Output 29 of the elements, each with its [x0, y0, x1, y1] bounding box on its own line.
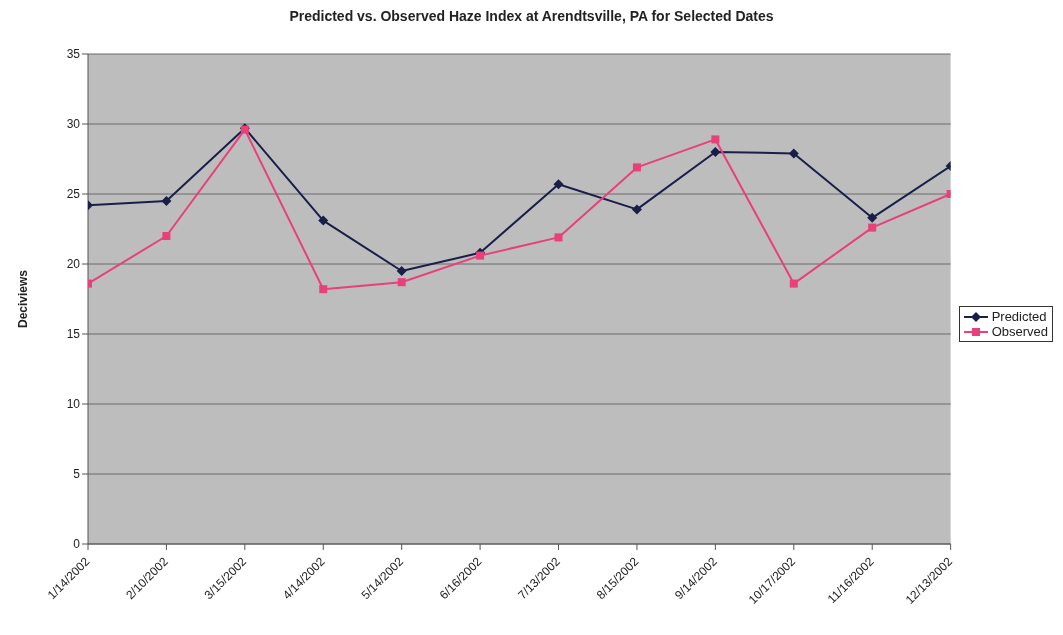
y-tick-label: 10 — [66, 397, 81, 412]
point — [319, 285, 328, 294]
y-tick-label: 25 — [66, 187, 81, 202]
point — [632, 163, 641, 172]
point — [789, 279, 798, 288]
y-tick-label: 35 — [66, 47, 81, 62]
chart-title: Predicted vs. Observed Haze Index at Arendtsville, PA for Selected Dates — [288, 8, 775, 24]
point — [711, 135, 720, 144]
point — [868, 223, 877, 232]
point — [867, 212, 878, 223]
y-tick-label: 30 — [66, 117, 81, 132]
point — [710, 147, 721, 157]
y-tick-label: 15 — [66, 327, 81, 342]
y-axis-title: Deciviews — [16, 269, 31, 329]
legend-label: Predicted — [991, 309, 1047, 324]
point — [631, 204, 642, 215]
point — [396, 266, 407, 276]
y-tick-label: 5 — [73, 467, 81, 482]
point — [161, 196, 172, 206]
point — [397, 278, 406, 287]
point — [554, 233, 563, 242]
y-tick-label: 0 — [73, 537, 81, 552]
point — [318, 215, 329, 226]
point — [476, 251, 485, 260]
y-tick-label: 20 — [66, 257, 81, 272]
point — [788, 148, 799, 159]
legend-label: Observed — [991, 324, 1048, 339]
point — [553, 179, 564, 190]
point — [162, 232, 171, 240]
